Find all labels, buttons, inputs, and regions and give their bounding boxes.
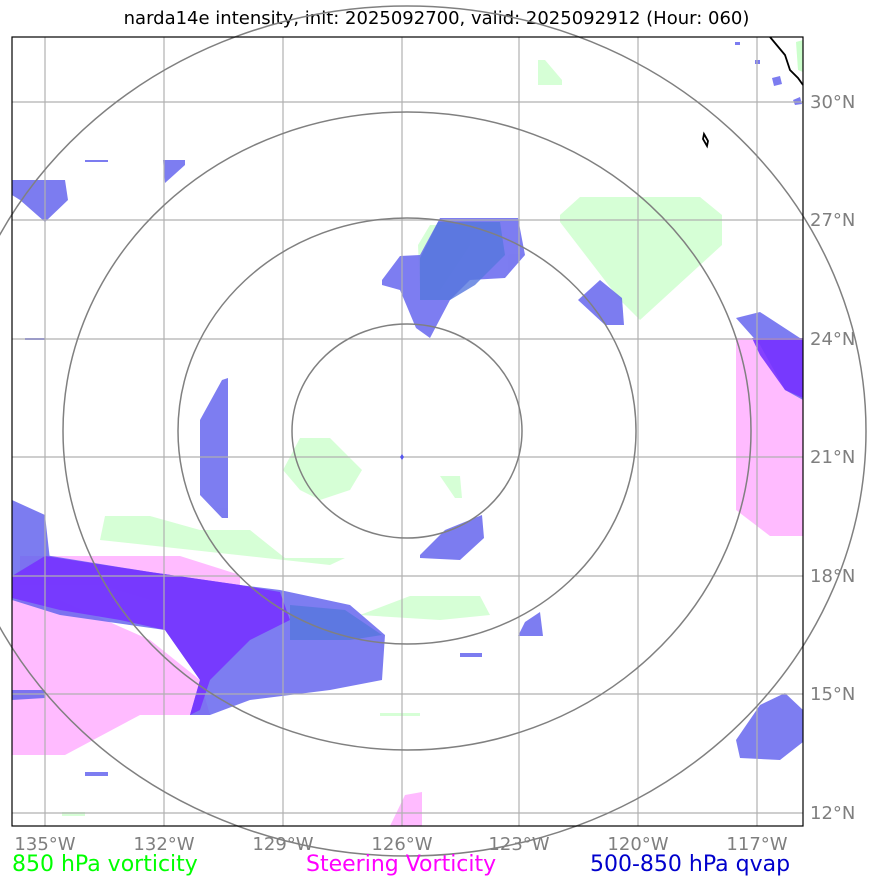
ring-1 [291, 323, 523, 539]
qvap-dark-layer [12, 338, 803, 715]
lon-label: 117°W [726, 834, 787, 855]
distance-rings [0, 5, 867, 857]
storm-center-marker [400, 454, 404, 460]
lon-label: 120°W [607, 834, 668, 855]
lat-label: 18°N [810, 566, 855, 587]
lat-label: 27°N [810, 210, 855, 231]
vort850-layer [62, 60, 722, 816]
lon-labels: 135°W 132°W 129°W 126°W 123°W 120°W 117°… [14, 834, 787, 855]
lat-label: 12°N [810, 803, 855, 824]
legend-steering-vorticity: Steering Vorticity [306, 852, 497, 877]
coast-green-patch [796, 40, 803, 72]
legend-qvap: 500-850 hPa qvap [590, 852, 791, 877]
map-frame [11, 36, 804, 827]
ring-4 [0, 5, 867, 857]
lat-label: 21°N [810, 447, 855, 468]
lon-label: 132°W [133, 834, 194, 855]
lat-labels: 30°N 27°N 24°N 21°N 18°N 15°N 12°N [810, 92, 855, 824]
lat-label: 30°N [810, 92, 855, 113]
legend-850hpa-vorticity: 850 hPa vorticity [12, 852, 198, 877]
coastline [702, 36, 804, 149]
map-plot-area [0, 5, 867, 857]
lon-label: 129°W [252, 834, 313, 855]
lon-label: 135°W [14, 834, 75, 855]
lat-label: 24°N [810, 329, 855, 350]
graticule [12, 37, 803, 826]
overlap-layer [290, 222, 505, 640]
lon-label: 126°W [371, 834, 432, 855]
ring-2 [177, 217, 637, 645]
ring-3 [62, 111, 752, 751]
lon-label: 123°W [488, 834, 549, 855]
chart-title: narda14e intensity, init: 2025092700, va… [123, 8, 750, 29]
lat-label: 15°N [810, 684, 855, 705]
